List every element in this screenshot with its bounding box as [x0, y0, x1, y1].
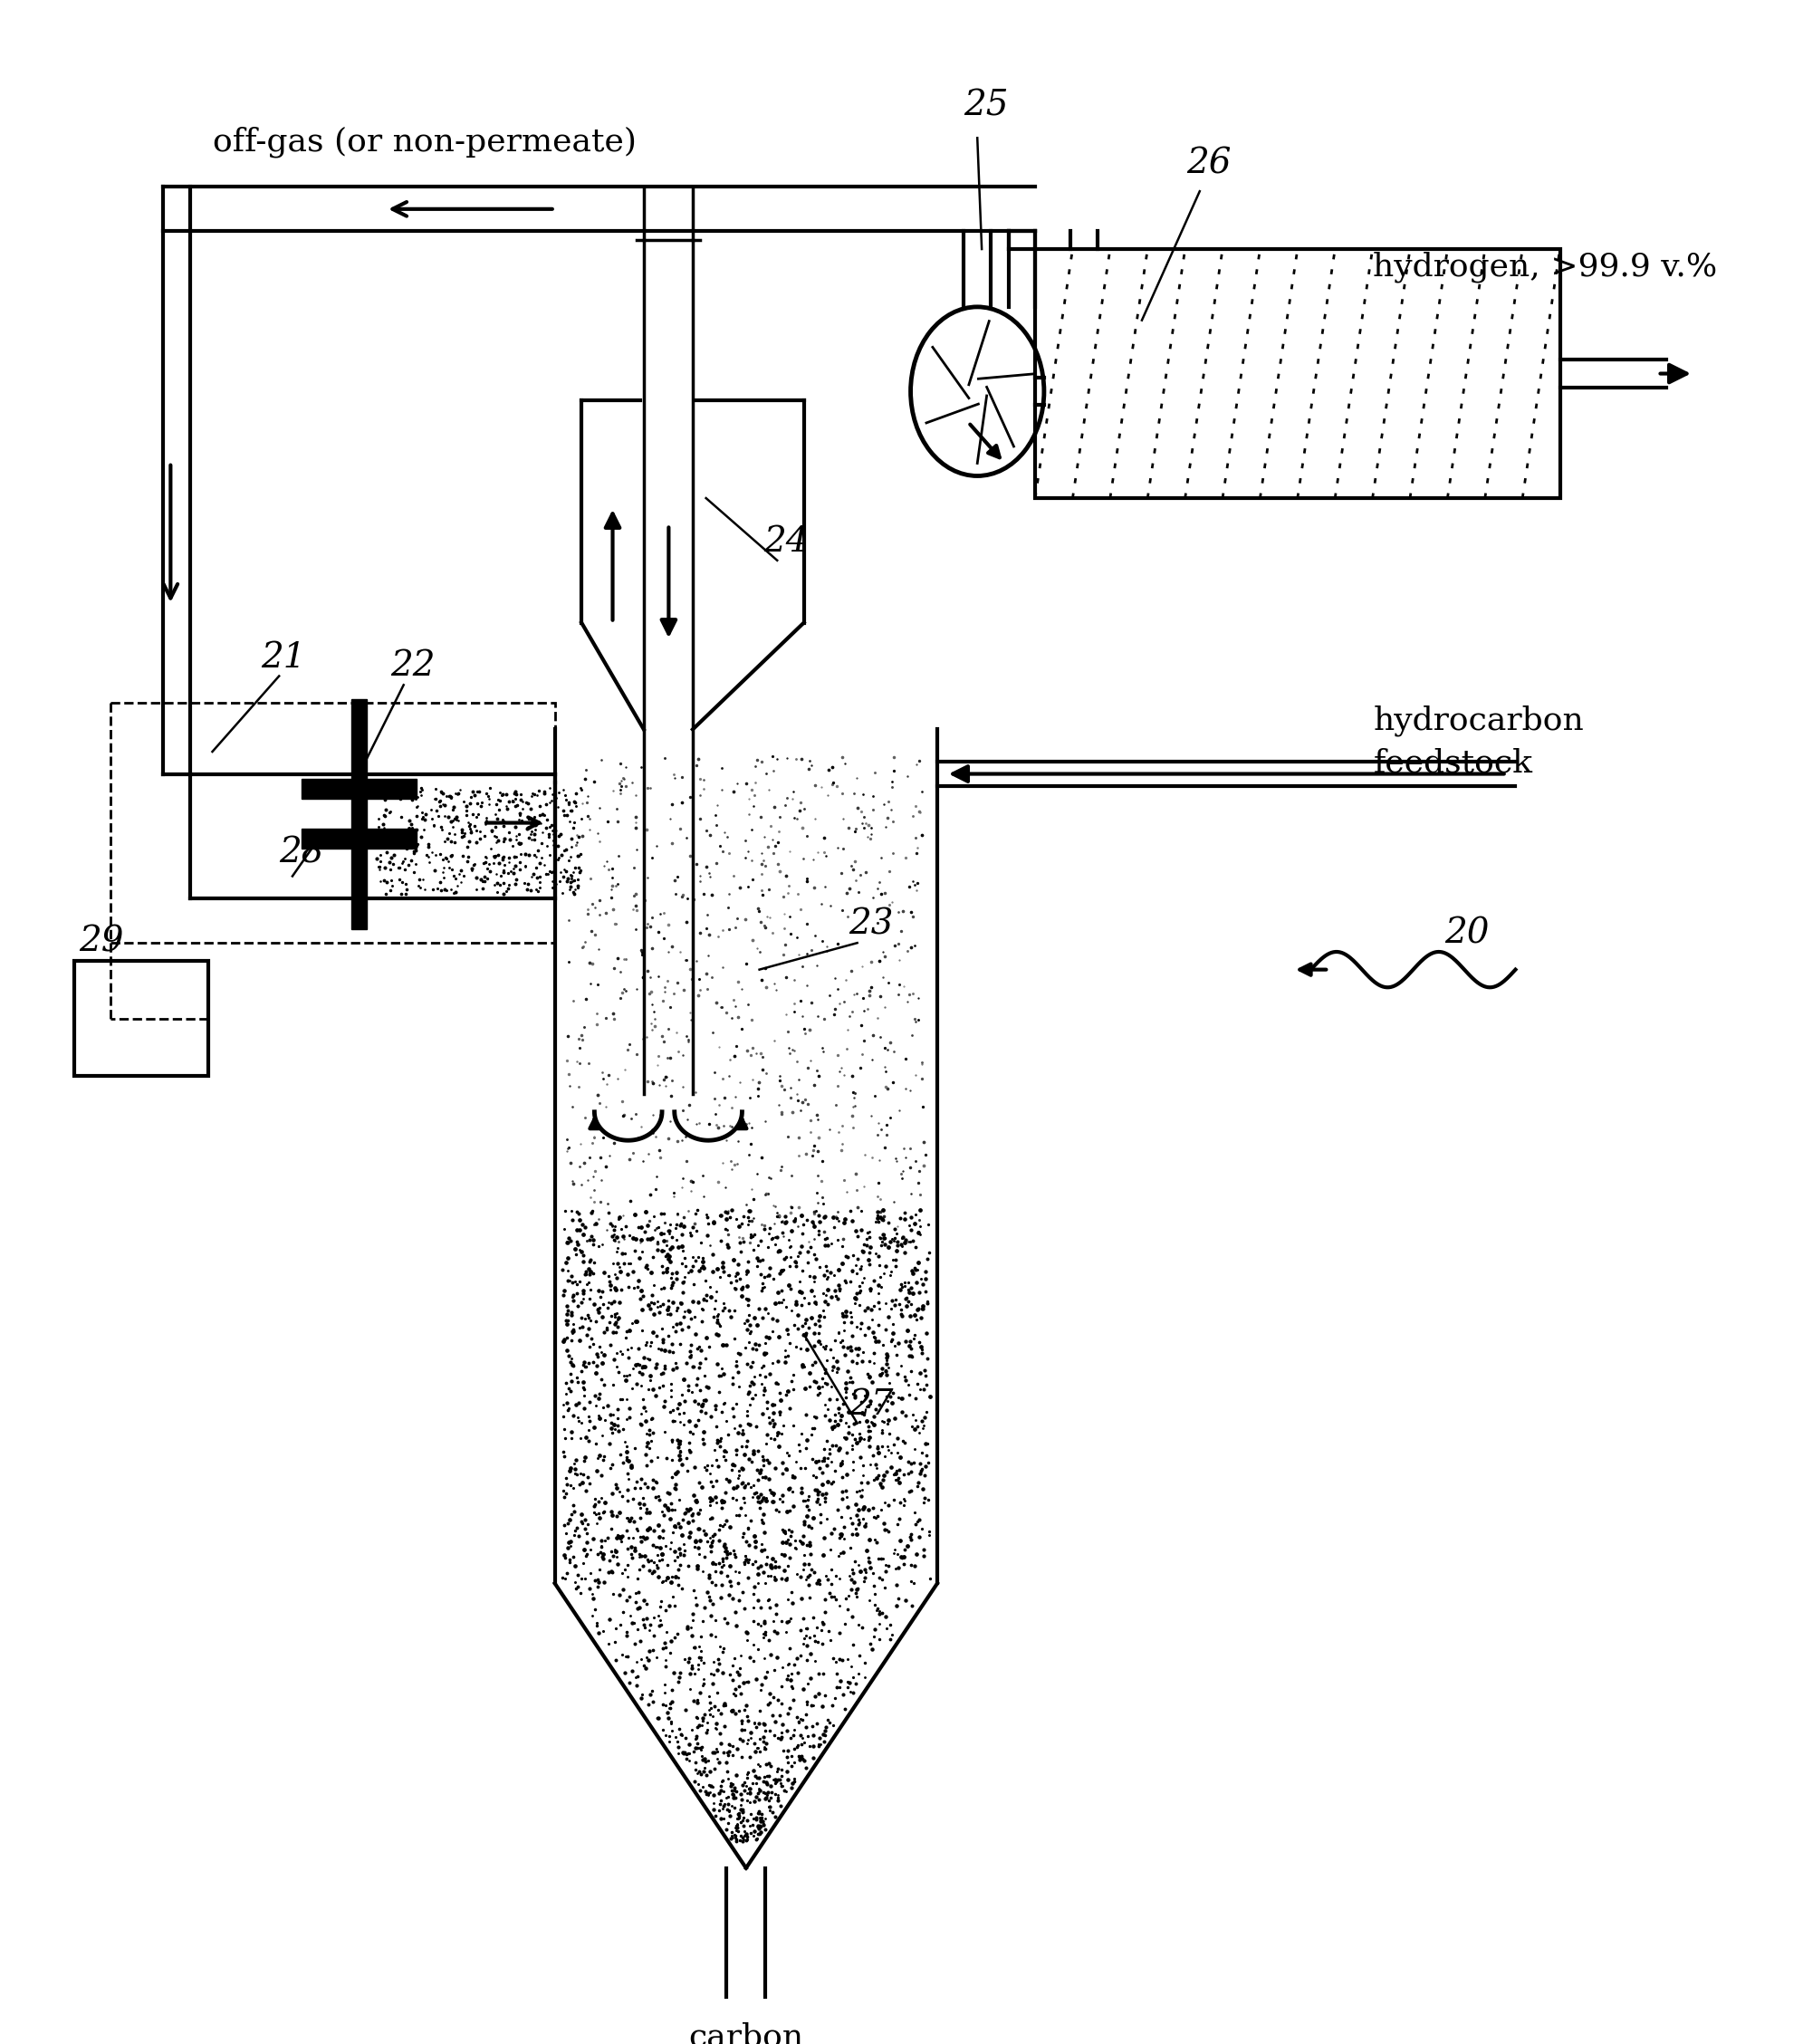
Bar [110, 703, 555, 942]
Text: 22: 22 [389, 650, 435, 683]
Text: 27: 27 [849, 1388, 892, 1423]
Text: 24: 24 [764, 525, 810, 558]
Text: hydrocarbon: hydrocarbon [1374, 705, 1583, 736]
Bar [352, 699, 368, 930]
Text: hydrogen, >99.9 v.%: hydrogen, >99.9 v.% [1374, 251, 1718, 282]
Bar [1035, 249, 1560, 499]
Text: feedstock: feedstock [1374, 748, 1533, 779]
Bar [301, 830, 416, 848]
Text: 25: 25 [965, 90, 1010, 123]
Bar [74, 961, 207, 1077]
Text: 28: 28 [279, 836, 325, 871]
Text: carbon: carbon [689, 2022, 804, 2044]
Text: 21: 21 [261, 642, 307, 675]
Text: off-gas (or non-permeate): off-gas (or non-permeate) [213, 127, 636, 157]
Bar [301, 779, 416, 799]
Text: 23: 23 [849, 908, 892, 940]
Text: 20: 20 [1444, 916, 1489, 950]
Text: 26: 26 [1186, 147, 1231, 180]
Text: 29: 29 [79, 926, 124, 959]
